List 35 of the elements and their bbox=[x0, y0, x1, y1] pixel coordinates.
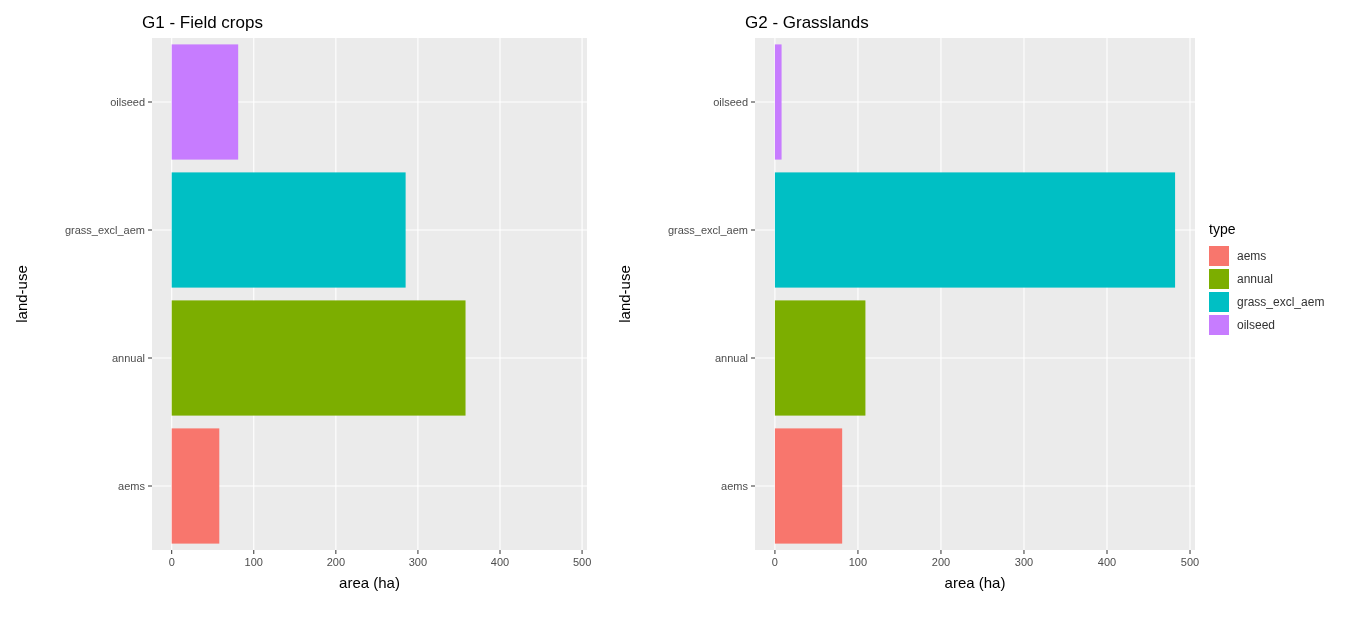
y-tick-label: annual bbox=[111, 352, 145, 364]
bar bbox=[171, 44, 239, 160]
y-tick-label: annual bbox=[714, 352, 748, 364]
x-tick-label: 200 bbox=[931, 556, 951, 568]
y-tick-label: grass_excl_aem bbox=[667, 224, 748, 236]
legend-label: oilseed bbox=[1237, 318, 1276, 332]
y-axis-title: land-use bbox=[13, 265, 30, 323]
x-tick-label: 300 bbox=[408, 556, 428, 568]
y-tick-label: oilseed bbox=[110, 96, 145, 108]
x-tick-label: 200 bbox=[326, 556, 346, 568]
x-axis-title: area (ha) bbox=[944, 574, 1006, 591]
x-tick-label: 400 bbox=[490, 556, 510, 568]
chart-title: G2 - Grasslands bbox=[745, 13, 869, 32]
x-axis-title: area (ha) bbox=[339, 574, 400, 591]
y-tick-label: grass_excl_aem bbox=[64, 224, 145, 236]
x-tick-label: 300 bbox=[1014, 556, 1034, 568]
x-tick-label: 0 bbox=[168, 556, 175, 568]
legend-title: type bbox=[1209, 221, 1236, 237]
y-tick-label: oilseed bbox=[713, 96, 748, 108]
legend-label: aems bbox=[1237, 249, 1267, 263]
y-tick-label: aems bbox=[118, 480, 146, 492]
x-tick-label: 100 bbox=[848, 556, 868, 568]
legend-label: grass_excl_aem bbox=[1237, 295, 1325, 309]
y-tick-label: aems bbox=[721, 480, 749, 492]
bar bbox=[171, 428, 220, 544]
x-tick-label: 0 bbox=[771, 556, 778, 568]
bar bbox=[171, 300, 466, 416]
chart-title: G1 - Field crops bbox=[142, 13, 263, 32]
bar bbox=[171, 172, 406, 288]
x-tick-label: 500 bbox=[1180, 556, 1200, 568]
x-tick-label: 500 bbox=[572, 556, 592, 568]
y-axis-title: land-use bbox=[616, 265, 633, 323]
legend-label: annual bbox=[1237, 272, 1274, 286]
x-tick-label: 400 bbox=[1097, 556, 1117, 568]
x-tick-label: 100 bbox=[244, 556, 263, 568]
